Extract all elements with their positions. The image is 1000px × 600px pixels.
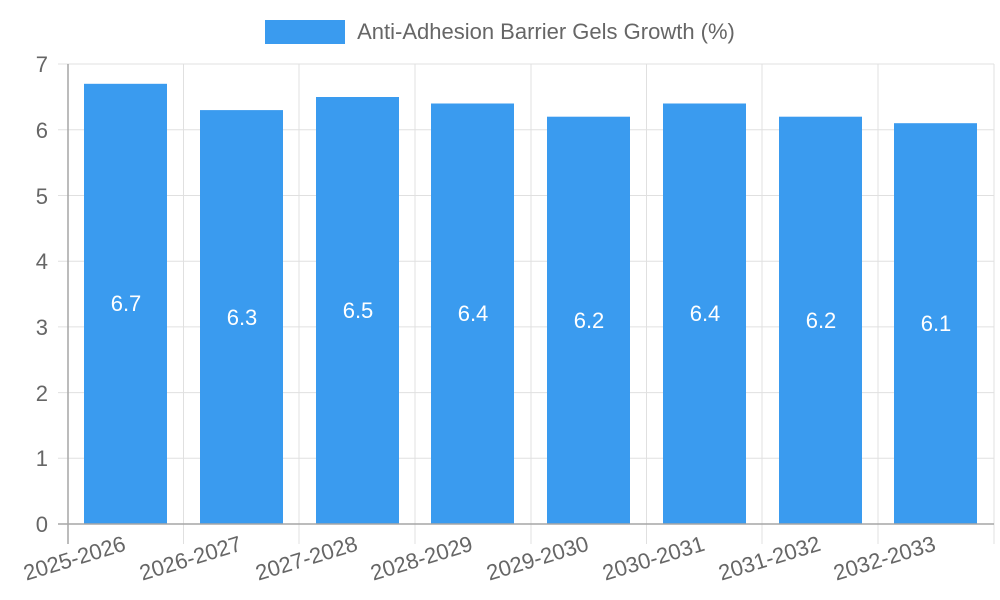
bar-2032-2033[interactable] <box>894 123 977 524</box>
bar-value-labels: 6.7 6.3 6.5 6.4 6.2 6.4 6.2 6.1 <box>111 291 952 336</box>
x-axis-ticks: 2025-2026 2026-2027 2027-2028 2028-2029 … <box>21 531 939 586</box>
y-tick-label: 6 <box>36 118 48 143</box>
x-tick-label: 2032-2033 <box>831 531 939 586</box>
x-tick-label: 2025-2026 <box>21 531 129 586</box>
y-tick-label: 4 <box>36 249 48 274</box>
bar-value-label: 6.2 <box>806 308 837 333</box>
x-tick-label: 2031-2032 <box>716 531 824 586</box>
bar-2026-2027[interactable] <box>200 110 283 524</box>
y-tick-label: 5 <box>36 184 48 209</box>
y-tick-label: 2 <box>36 381 48 406</box>
bar-2030-2031[interactable] <box>663 103 746 525</box>
bar-2027-2028[interactable] <box>316 97 399 524</box>
bar-2028-2029[interactable] <box>431 103 514 525</box>
bars <box>84 83 977 525</box>
y-axis-ticks: 0 1 2 3 4 5 6 7 <box>36 52 48 537</box>
x-gridlines <box>183 64 995 544</box>
bar-value-label: 6.1 <box>921 311 952 336</box>
x-tick-label: 2028-2029 <box>368 531 476 586</box>
bar-value-label: 6.7 <box>111 291 142 316</box>
bar-value-label: 6.4 <box>690 301 721 326</box>
legend-label: Anti-Adhesion Barrier Gels Growth (%) <box>357 19 735 44</box>
bar-value-label: 6.3 <box>227 305 258 330</box>
x-tick-label: 2029-2030 <box>484 531 592 586</box>
bar-value-label: 6.2 <box>574 308 605 333</box>
legend-swatch[interactable] <box>265 20 346 44</box>
bar-2029-2030[interactable] <box>547 116 630 524</box>
y-tick-label: 1 <box>36 446 48 471</box>
x-tick-label: 2027-2028 <box>253 531 361 586</box>
x-tick-label: 2030-2031 <box>600 531 708 586</box>
bar-value-label: 6.4 <box>458 301 489 326</box>
y-tick-label: 3 <box>36 315 48 340</box>
y-tick-label: 7 <box>36 52 48 77</box>
bar-2031-2032[interactable] <box>779 116 862 524</box>
x-tick-label: 2026-2027 <box>137 531 245 586</box>
chart-legend: Anti-Adhesion Barrier Gels Growth (%) <box>0 18 1000 46</box>
bar-2025-2026[interactable] <box>84 83 167 525</box>
bar-value-label: 6.5 <box>343 298 374 323</box>
y-tick-label: 0 <box>36 512 48 537</box>
